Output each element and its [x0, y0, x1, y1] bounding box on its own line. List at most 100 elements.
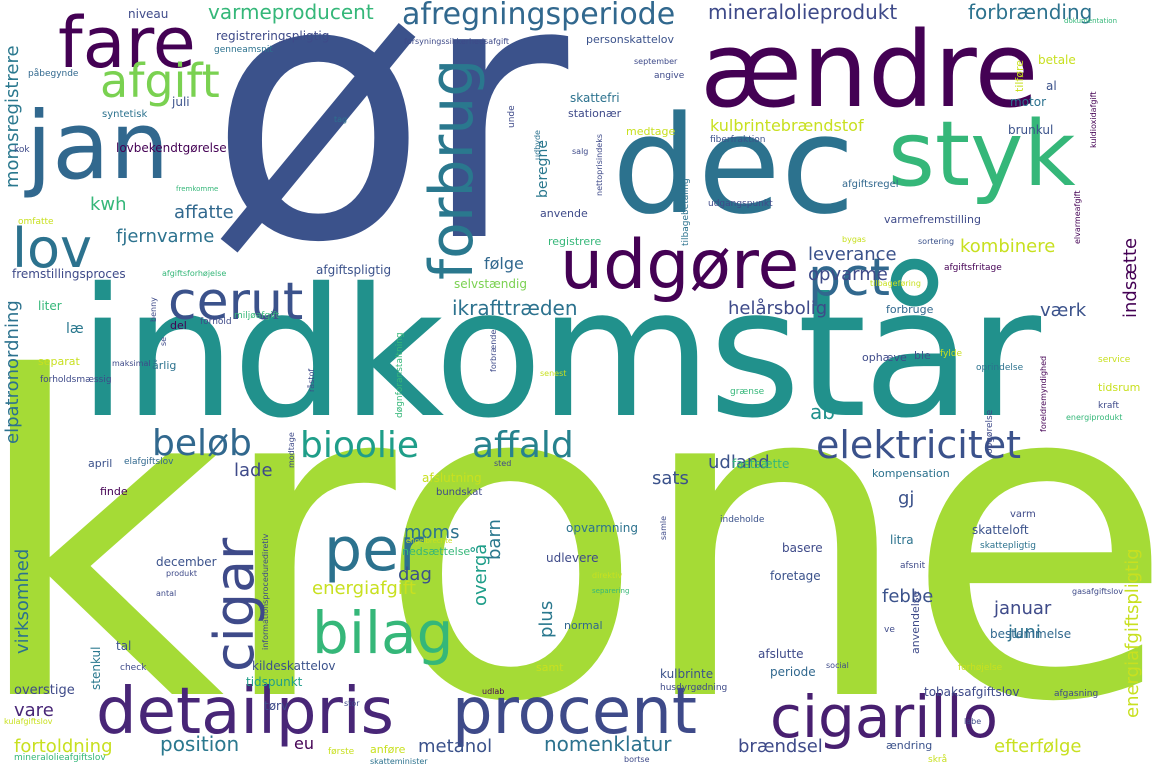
word-energiafgift: energiafgift [312, 578, 416, 599]
word-tilbagebetaling: tilbagebetaling [681, 178, 691, 246]
word-graense: grænse [730, 387, 765, 397]
word-juni: juni [1008, 622, 1041, 643]
word-dokumentation: dokumentation [1064, 17, 1118, 25]
word-afgiftsregel: afgiftsregel [842, 179, 899, 190]
word-finde: finde [100, 485, 128, 498]
word-bilag: bilag [312, 599, 454, 667]
word-omfatte: omfatte [18, 217, 54, 227]
word-service: service [1098, 355, 1131, 365]
word-samt: samt [536, 661, 564, 674]
word-direktiv: direktiv [592, 571, 623, 580]
word-bestemmelse: bestemmelse [990, 627, 1072, 641]
word-skattepligtig: skattepligtig [980, 541, 1037, 551]
word-maksimal: maksimal [112, 359, 151, 368]
word-elafgiftslov: elafgiftslov [124, 457, 174, 467]
word-metanol: metanol [418, 736, 493, 757]
word-fremstillingsproces: fremstillingsproces [12, 267, 126, 281]
word-udbyde: udbyde [533, 130, 542, 160]
word-belob: beløb [152, 423, 252, 464]
word-opvarmning: opvarmning [566, 521, 638, 535]
word-kraft: kraft [1098, 401, 1119, 411]
word-efterfolge: efterfølge [994, 736, 1082, 757]
word-fylde: fylde [940, 349, 963, 359]
word-normal: normal [564, 619, 603, 632]
word-stor: stor [344, 699, 360, 708]
word-lade: lade [234, 460, 273, 481]
word-periode: periode [770, 665, 816, 679]
word-betale: betale [1038, 53, 1076, 67]
word-anvende: anvende [540, 207, 588, 220]
word-anfore: anføre [370, 743, 406, 756]
word-fare: fare [58, 2, 196, 84]
word-kombinere: kombinere [960, 236, 1056, 257]
word-del: del [170, 319, 187, 332]
word-aendring: ændring [886, 739, 933, 752]
word-angive: angive [654, 71, 685, 81]
word-forhold: forhold [200, 317, 232, 327]
word-varmefremstilling: varmefremstilling [884, 213, 981, 226]
word-momsregistrere: momsregistrere [2, 45, 23, 188]
word-febbe: febbe [882, 586, 934, 607]
word-forbraending: forbrænding [968, 0, 1093, 24]
word-informationsprocedurediretiv: informationsprocedurediretiv [261, 533, 270, 650]
word-juli: juli [172, 95, 190, 109]
word-vare: vare [14, 700, 54, 721]
word-december: december [156, 555, 217, 569]
word-folge: følge [484, 254, 524, 273]
word-miljoafgift: miljøafgift [234, 311, 280, 321]
word-engelbrechte: engelbrechte [406, 537, 453, 545]
word-stationaer: stationær [568, 107, 622, 120]
word-bioolie: bioolie [300, 425, 420, 466]
word-kompensation: kompensation [872, 467, 950, 480]
word-braendsel: brændsel [738, 736, 823, 757]
word-nomenklatur: nomenklatur [544, 732, 672, 756]
word-basere: basere [782, 541, 823, 555]
word-afgiftsfritage: afgiftsfritage [944, 263, 1002, 273]
word-april: april [88, 457, 113, 470]
word-styk: styk [888, 102, 1076, 207]
word-anvendelse: anvendelse [909, 590, 922, 654]
word-barn: barn [484, 519, 505, 560]
word-affatte: affatte [174, 202, 234, 223]
word-tobaksafgiftslov: tobaksafgiftslov [924, 685, 1020, 699]
word-bundskat: bundskat [436, 487, 483, 498]
word-vaerk: værk [1040, 300, 1087, 321]
word-senest: senest [540, 369, 567, 378]
word-personskattelov: personskattelov [586, 33, 675, 46]
word-lov: lov [12, 217, 92, 280]
word-mineralolieprodukt: mineralolieprodukt [708, 0, 898, 24]
word-afgift: afgift [100, 54, 220, 108]
word-dag: dag [398, 564, 432, 585]
word-mineralolieafgiftslov: mineralolieafgiftslov [14, 753, 106, 763]
word-arlig: årlig [152, 359, 177, 372]
word-tilfore: tilføre [1013, 59, 1026, 92]
word-pct: pct [808, 248, 890, 308]
word-kwh: kwh [90, 194, 127, 215]
word-elektricitet: elektricitet [816, 423, 1022, 467]
word-energiprodukt: energiprodukt [1066, 413, 1123, 422]
word-kok: kok [14, 145, 30, 155]
word-produkt: produkt [166, 569, 198, 578]
word-foreldremyndighed: foreldremyndighed [1039, 355, 1048, 432]
word-forhojelse: forhøjelse [958, 663, 1003, 673]
word-tal: tal [116, 639, 132, 653]
word-skatteloft: skatteloft [972, 523, 1029, 537]
word-gasafgiftslov: gasafgiftslov [1072, 587, 1123, 596]
word-udlevere: udlevere [546, 551, 599, 565]
word-niveau: niveau [128, 7, 169, 21]
word-plus: plus [536, 600, 557, 638]
word-ve: ve [884, 625, 895, 635]
word-rastof: råstof [307, 368, 316, 392]
word-udgore: udgøre [560, 226, 800, 305]
word-nettoprisindeks: nettoprisindeks [595, 133, 604, 196]
word-afgiftsforhojelse: afgiftsforhøjelse [162, 269, 227, 278]
word-kulafgiftslov: kulafgiftslov [4, 717, 53, 726]
word-forbraende: forbrænde [489, 329, 498, 372]
word-nedsaettelse: nedsættelse [402, 545, 471, 558]
word-jan: jan [26, 92, 170, 201]
word-virksomhed: virksomhed [12, 548, 33, 654]
word-stenkul: stenkul [89, 646, 103, 690]
word-afslutning: afslutning [422, 471, 482, 485]
word-tag: tag [334, 115, 348, 124]
word-salg: salg [572, 147, 589, 156]
